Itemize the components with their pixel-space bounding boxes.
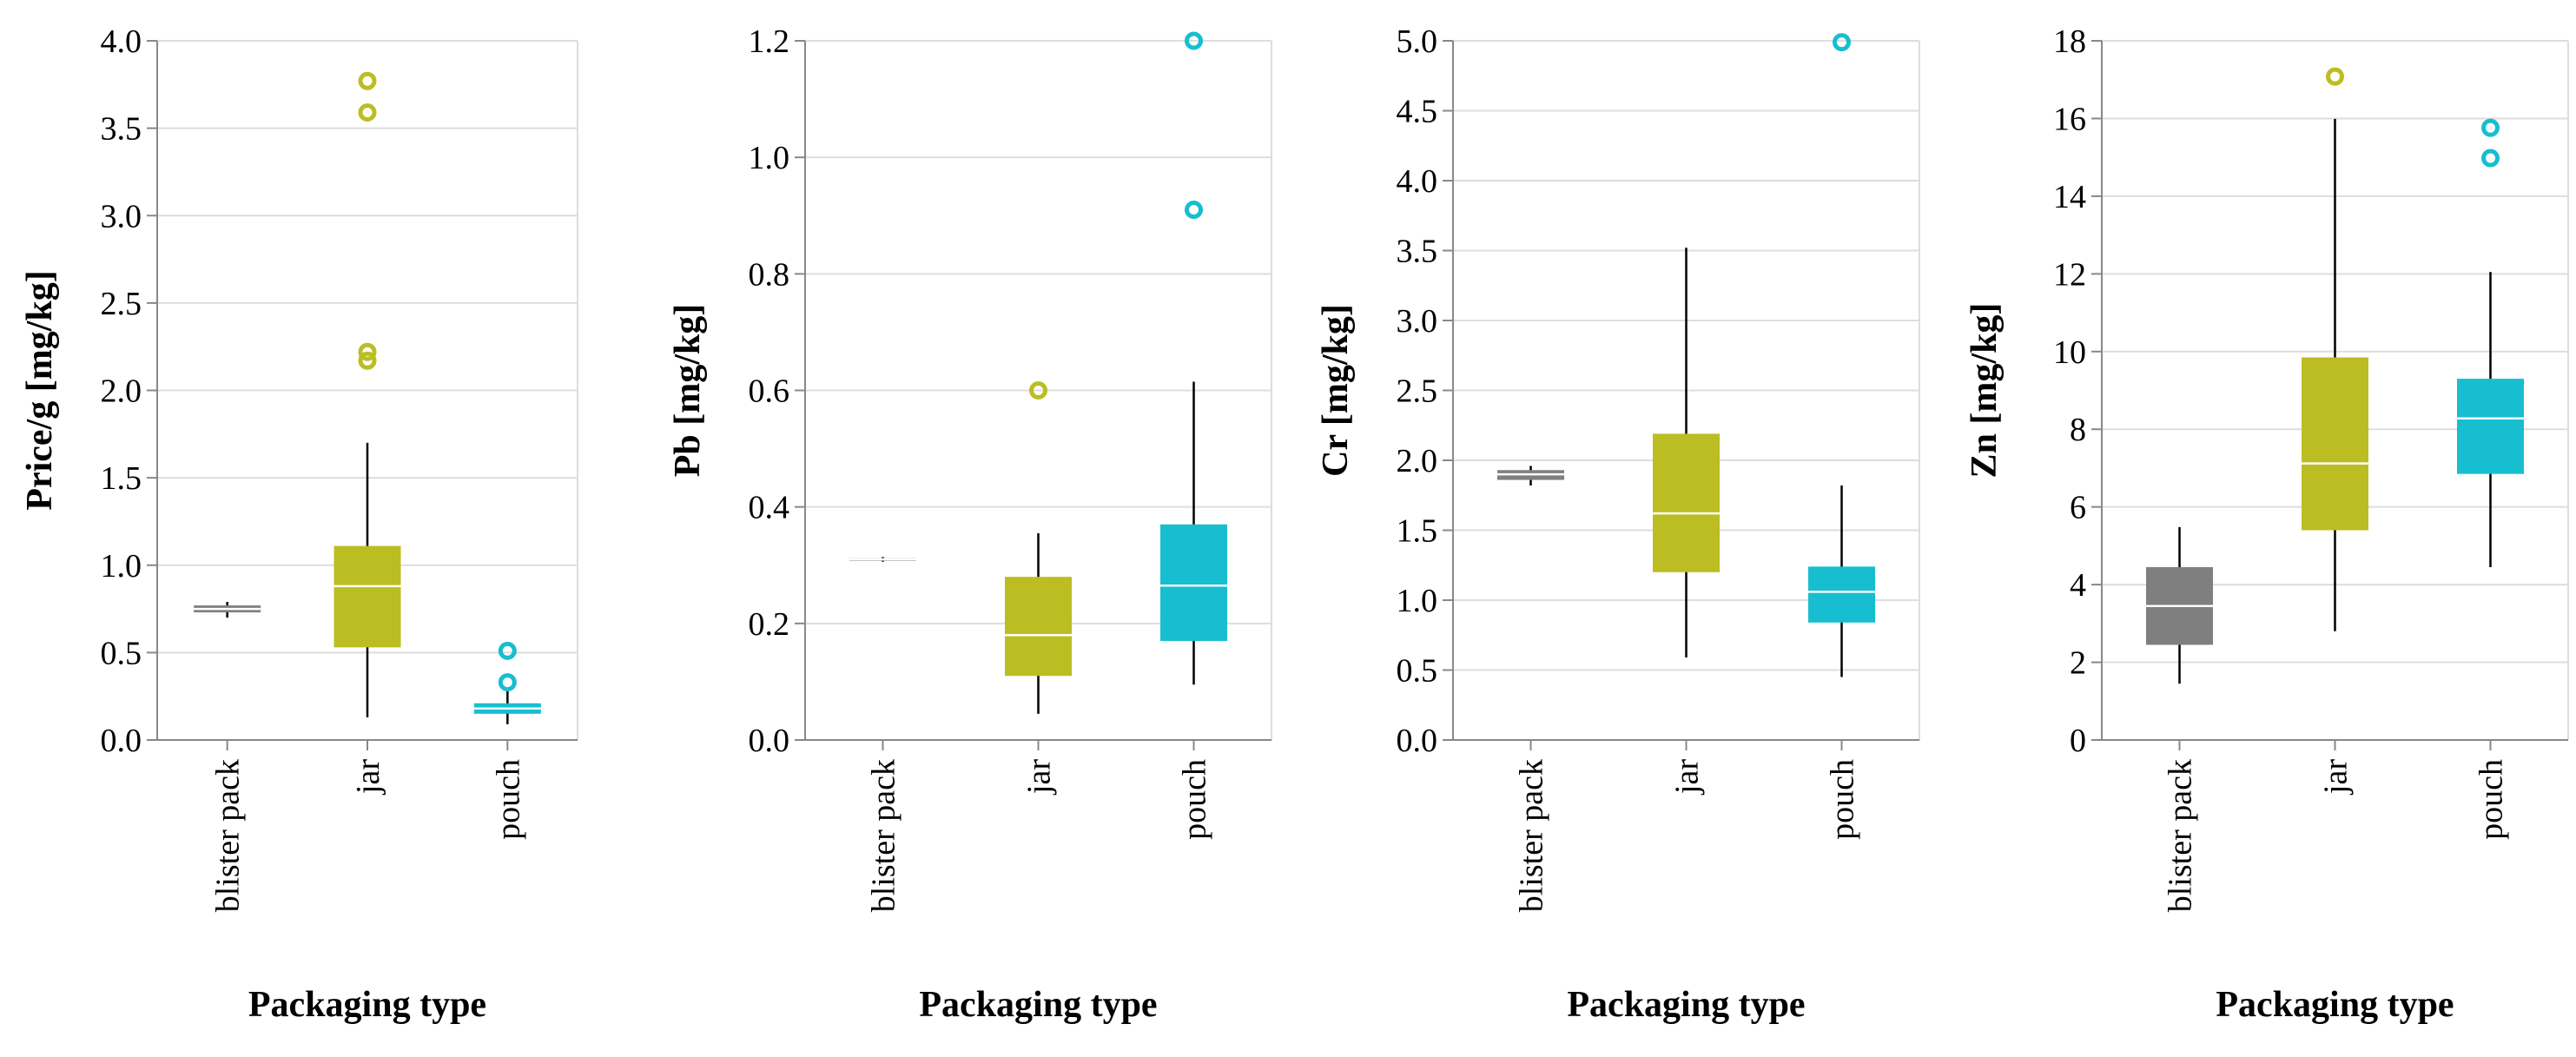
y-tick-label: 1.0 <box>101 548 142 585</box>
iqr-box <box>1005 577 1072 677</box>
y-tick-label: 0.0 <box>1397 723 1438 759</box>
y-tick-label: 4.5 <box>1397 94 1438 130</box>
y-tick-label: 3.0 <box>1397 303 1438 340</box>
x-category-label: blister pack <box>866 759 902 912</box>
y-tick-label: 16 <box>2053 101 2086 137</box>
y-tick-label: 8 <box>2070 412 2086 448</box>
iqr-box <box>1653 433 1720 572</box>
y-tick-label: 0.5 <box>101 635 142 671</box>
y-tick-label: 0.0 <box>101 723 142 759</box>
y-tick-label: 0.8 <box>749 256 790 293</box>
outlier-point <box>1029 381 1047 400</box>
outlier-point <box>2326 67 2344 86</box>
outlier-point <box>358 351 377 370</box>
y-tick-label: 3.5 <box>1397 234 1438 270</box>
box-jar: jar <box>1653 248 1720 796</box>
y-tick-label: 2 <box>2070 645 2086 682</box>
x-category-label: jar <box>1021 759 1058 796</box>
y-tick-label: 18 <box>2053 23 2086 60</box>
y-tick-label: 0 <box>2070 723 2086 759</box>
x-axis-title: Packaging type <box>248 985 486 1025</box>
chart-panel-1: 0.0 0.5 1.0 1.5 2.0 2.5 3.0 3.5 4.0 blister pack j… <box>20 23 578 1025</box>
x-category-label: jar <box>350 759 386 796</box>
y-tick-label: 14 <box>2053 179 2086 215</box>
iqr-box <box>2457 379 2524 474</box>
outlier-point <box>498 673 517 692</box>
y-tick-label: 2.5 <box>101 286 142 322</box>
y-tick-label: 4.0 <box>1397 163 1438 200</box>
outlier-point <box>1833 33 1851 52</box>
y-axis-title: Pb [mg/kg] <box>668 304 708 478</box>
outlier-point <box>358 71 377 90</box>
x-axis-title: Packaging type <box>1567 985 1805 1025</box>
chart-panel-2: 0.0 0.2 0.4 0.6 0.8 1.0 1.2 blister pack jar pouc… <box>668 23 1272 1025</box>
outlier-point <box>1185 201 1203 220</box>
x-category-label: blister pack <box>210 759 247 912</box>
y-tick-label: 12 <box>2053 256 2086 293</box>
outlier-point <box>358 103 377 122</box>
y-tick-label: 1.2 <box>749 23 790 60</box>
box-jar: jar <box>334 71 401 796</box>
y-tick-label: 6 <box>2070 490 2086 526</box>
iqr-box <box>334 545 401 648</box>
y-tick-label: 4.0 <box>101 23 142 60</box>
y-axis-title: Zn [mg/kg] <box>1965 303 2005 479</box>
y-tick-label: 0.2 <box>749 606 790 643</box>
box-jar: jar <box>2302 67 2368 796</box>
y-tick-label: 0.6 <box>749 373 790 410</box>
x-category-label: blister pack <box>2163 759 2199 912</box>
box-pouch: pouch <box>2457 118 2524 840</box>
iqr-box <box>1160 524 1227 641</box>
y-tick-label: 1.5 <box>101 460 142 497</box>
y-tick-label: 3.5 <box>101 111 142 148</box>
y-tick-label: 1.5 <box>1397 513 1438 550</box>
chart-panel-3: 0.0 0.5 1.0 1.5 2.0 2.5 3.0 3.5 4.0 4.5 5.0 blister… <box>1316 23 1920 1025</box>
y-tick-label: 0.4 <box>749 490 790 526</box>
y-tick-label: 4 <box>2070 567 2086 604</box>
box-pouch: pouch <box>1160 31 1227 840</box>
outlier-point <box>358 342 377 361</box>
outlier-point <box>2481 149 2500 168</box>
iqr-box <box>1808 566 1875 623</box>
y-tick-label: 3.0 <box>101 198 142 235</box>
y-axis-title: Cr [mg/kg] <box>1316 304 1356 477</box>
box-blister-pack: blister pack <box>194 602 261 912</box>
x-category-label: jar <box>2318 759 2355 796</box>
y-tick-label: 0.0 <box>749 723 790 759</box>
y-tick-label: 0.5 <box>1397 653 1438 690</box>
x-axis-title: Packaging type <box>919 985 1157 1025</box>
box-blister-pack: blister pack <box>1497 466 1564 912</box>
box-jar: jar <box>1005 381 1072 796</box>
x-category-label: pouch <box>2474 759 2510 840</box>
outlier-point <box>498 641 517 660</box>
box-pouch: pouch <box>1808 33 1875 840</box>
outlier-point <box>1185 31 1203 50</box>
y-tick-label: 2.0 <box>1397 443 1438 479</box>
y-tick-label: 5.0 <box>1397 23 1438 60</box>
chart-panel-4: 0 2 4 6 8 10 12 14 16 18 blister pack jar pouch Zn [m… <box>1965 23 2569 1025</box>
x-category-label: pouch <box>490 759 526 840</box>
y-tick-label: 10 <box>2053 334 2086 371</box>
box-blister-pack: blister pack <box>849 557 916 912</box>
x-category-label: jar <box>1669 759 1706 796</box>
y-tick-label: 2.0 <box>101 373 142 410</box>
box-pouch: pouch <box>473 641 541 840</box>
x-category-label: pouch <box>1177 759 1213 840</box>
y-axis-title: Price/g [mg/kg] <box>20 270 60 510</box>
y-tick-label: 1.0 <box>1397 583 1438 619</box>
iqr-box <box>2302 357 2368 531</box>
outlier-point <box>2481 118 2500 137</box>
box-blister-pack: blister pack <box>2146 526 2213 912</box>
y-tick-label: 1.0 <box>749 140 790 176</box>
x-axis-title: Packaging type <box>2216 985 2454 1025</box>
x-category-label: pouch <box>1825 759 1861 840</box>
y-tick-label: 2.5 <box>1397 373 1438 410</box>
x-category-label: blister pack <box>1514 759 1550 912</box>
